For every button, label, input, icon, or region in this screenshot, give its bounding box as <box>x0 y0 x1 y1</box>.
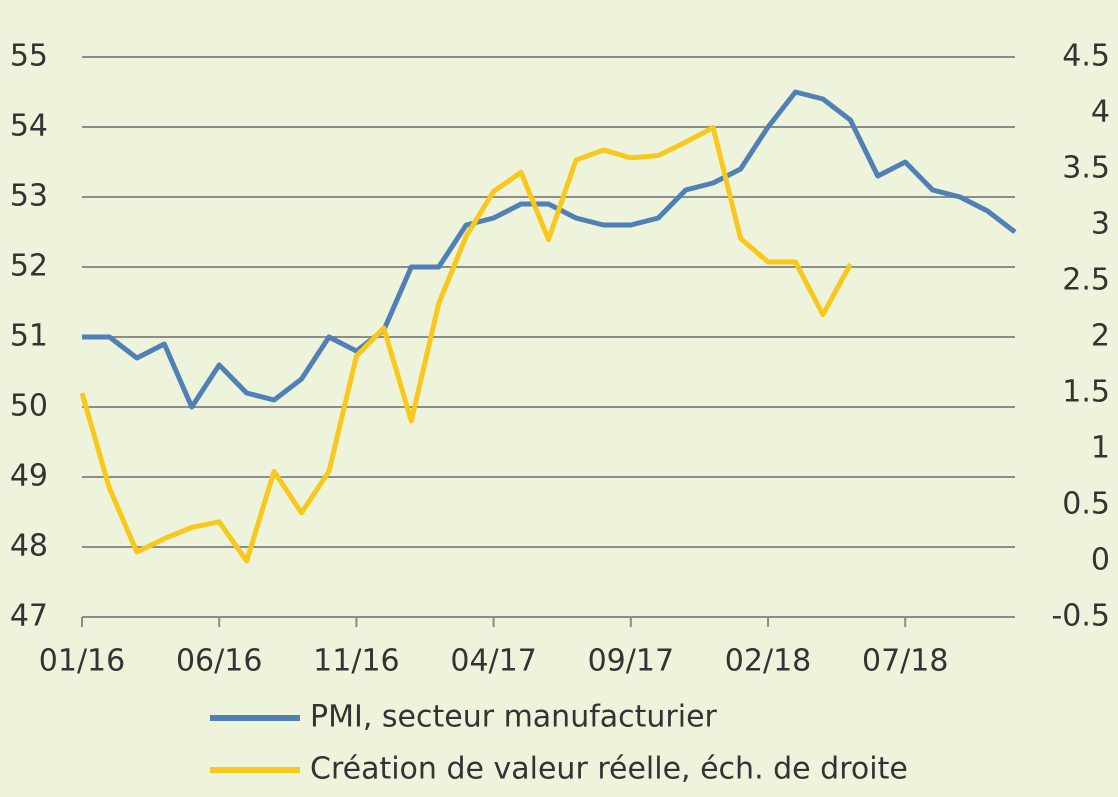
y2-tick-label: 1.5 <box>1062 375 1110 410</box>
y-tick-label: 52 <box>10 249 48 284</box>
x-tick-label: 04/17 <box>450 644 536 679</box>
y2-tick-label: -0.5 <box>1051 599 1110 634</box>
y2-tick-label: 3.5 <box>1062 151 1110 186</box>
y-tick-label: 48 <box>10 529 48 564</box>
y2-tick-label: 0.5 <box>1062 487 1110 522</box>
y-tick-label: 49 <box>10 459 48 494</box>
x-tick-label: 07/18 <box>862 644 948 679</box>
x-tick-label: 06/16 <box>176 644 262 679</box>
y-tick-label: 55 <box>10 39 48 74</box>
series-line <box>79 125 853 564</box>
y2-tick-label: 4 <box>1091 95 1110 130</box>
y2-tick-label: 4.5 <box>1062 39 1110 74</box>
y-tick-label: 51 <box>10 319 48 354</box>
y-tick-label: 47 <box>10 599 48 634</box>
y2-tick-label: 1 <box>1091 431 1110 466</box>
y2-tick-label: 0 <box>1091 543 1110 578</box>
x-tick-label: 01/16 <box>39 644 125 679</box>
legend-label: PMI, secteur manufacturier <box>310 700 718 735</box>
y2-tick-label: 2.5 <box>1062 263 1110 298</box>
legend-label: Création de valeur réelle, éch. de droit… <box>310 752 908 787</box>
x-tick-label: 09/17 <box>588 644 674 679</box>
x-tick-label: 02/18 <box>725 644 811 679</box>
y2-tick-label: 3 <box>1091 207 1110 242</box>
x-tick-label: 11/16 <box>313 644 399 679</box>
y-tick-label: 54 <box>10 109 48 144</box>
series-line <box>82 89 1017 410</box>
y2-tick-label: 2 <box>1091 319 1110 354</box>
y-tick-label: 53 <box>10 179 48 214</box>
y-tick-label: 50 <box>10 389 48 424</box>
